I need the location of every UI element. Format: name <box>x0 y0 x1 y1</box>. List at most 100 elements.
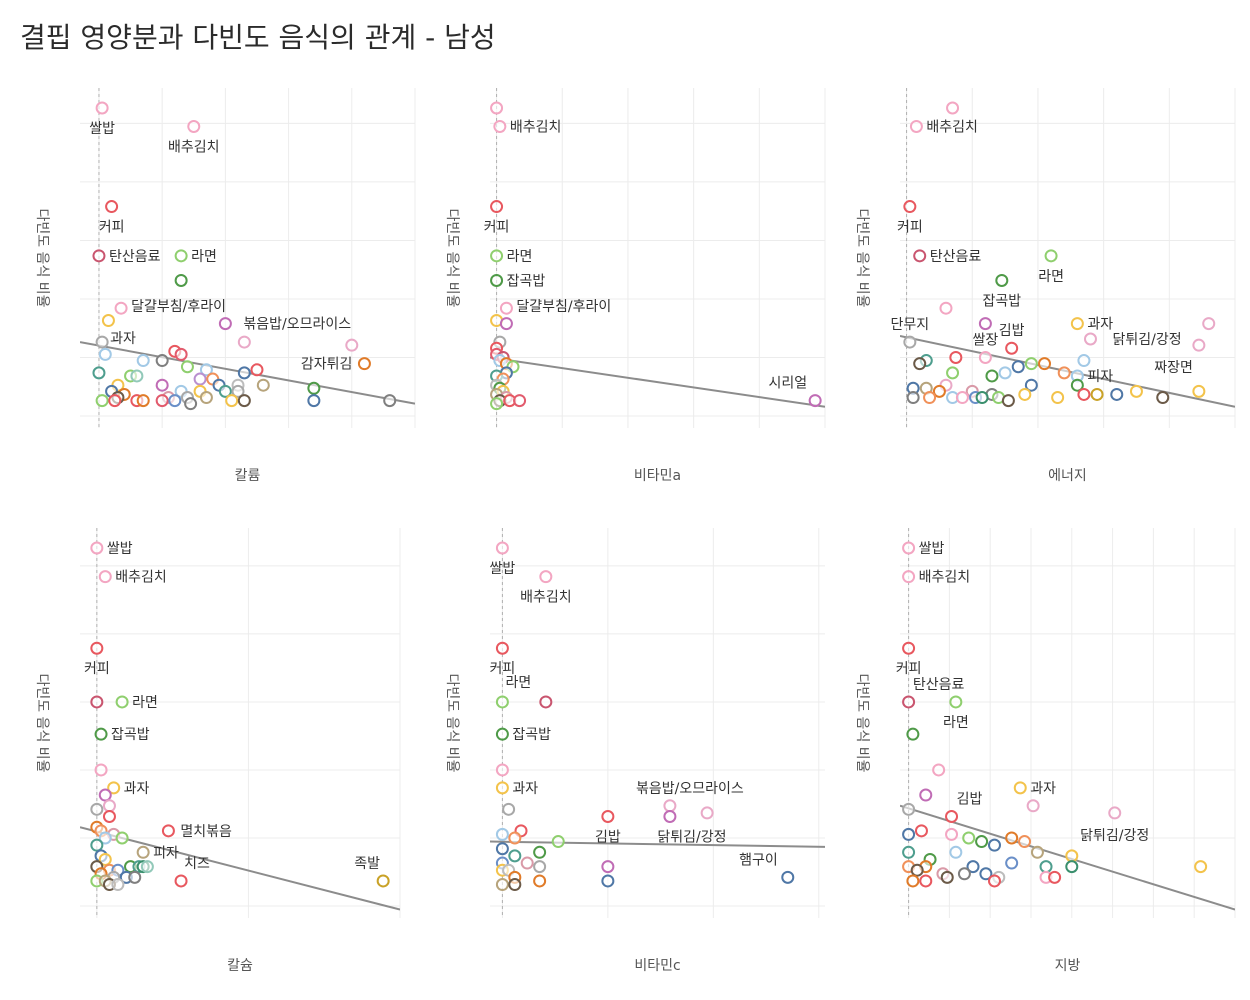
data-point[interactable] <box>250 363 264 377</box>
data-point[interactable] <box>237 335 251 349</box>
data-point[interactable] <box>94 727 108 741</box>
data-point[interactable] <box>180 360 194 374</box>
data-point[interactable] <box>383 394 397 408</box>
data-point[interactable] <box>502 802 516 816</box>
data-point[interactable] <box>601 874 615 888</box>
data-point[interactable] <box>1090 387 1104 401</box>
data-point[interactable] <box>237 366 251 380</box>
data-point[interactable] <box>493 119 507 133</box>
data-point[interactable] <box>357 357 371 371</box>
data-point[interactable] <box>902 802 916 816</box>
data-point[interactable] <box>902 570 916 584</box>
data-point[interactable] <box>98 831 112 845</box>
data-point[interactable] <box>115 831 129 845</box>
data-point[interactable] <box>90 641 104 655</box>
data-point[interactable] <box>495 695 509 709</box>
data-point[interactable] <box>539 570 553 584</box>
data-point[interactable] <box>1030 845 1044 859</box>
data-point[interactable] <box>114 301 128 315</box>
data-point[interactable] <box>975 835 989 849</box>
data-point[interactable] <box>978 317 992 331</box>
data-point[interactable] <box>495 763 509 777</box>
data-point[interactable] <box>985 369 999 383</box>
data-point[interactable] <box>914 824 928 838</box>
data-point[interactable] <box>174 273 188 287</box>
data-point[interactable] <box>256 378 270 392</box>
data-point[interactable] <box>174 347 188 361</box>
data-point[interactable] <box>495 878 509 892</box>
data-point[interactable] <box>1156 391 1170 405</box>
data-point[interactable] <box>495 781 509 795</box>
data-point[interactable] <box>781 870 795 884</box>
data-point[interactable] <box>218 317 232 331</box>
data-point[interactable] <box>949 845 963 859</box>
data-point[interactable] <box>987 838 1001 852</box>
data-point[interactable] <box>940 870 954 884</box>
data-point[interactable] <box>1018 835 1032 849</box>
data-point[interactable] <box>520 856 534 870</box>
data-point[interactable] <box>1005 341 1019 355</box>
data-point[interactable] <box>95 394 109 408</box>
data-point[interactable] <box>1001 394 1015 408</box>
data-point[interactable] <box>490 200 504 214</box>
data-point[interactable] <box>1077 354 1091 368</box>
data-point[interactable] <box>90 838 104 852</box>
data-point[interactable] <box>90 802 104 816</box>
data-point[interactable] <box>174 874 188 888</box>
data-point[interactable] <box>101 314 115 328</box>
data-point[interactable] <box>539 695 553 709</box>
data-point[interactable] <box>90 541 104 555</box>
data-point[interactable] <box>808 394 822 408</box>
data-point[interactable] <box>95 335 109 349</box>
data-point[interactable] <box>187 119 201 133</box>
data-point[interactable] <box>902 695 916 709</box>
data-point[interactable] <box>957 867 971 881</box>
data-point[interactable] <box>906 391 920 405</box>
data-point[interactable] <box>1202 317 1216 331</box>
data-point[interactable] <box>199 363 213 377</box>
data-point[interactable] <box>107 781 121 795</box>
data-point[interactable] <box>913 357 927 371</box>
data-point[interactable] <box>966 860 980 874</box>
data-point[interactable] <box>105 200 119 214</box>
data-point[interactable] <box>1005 856 1019 870</box>
data-point[interactable] <box>92 366 106 380</box>
data-point[interactable] <box>906 727 920 741</box>
data-point[interactable] <box>136 394 150 408</box>
data-point[interactable] <box>1065 860 1079 874</box>
data-point[interactable] <box>108 394 122 408</box>
data-point[interactable] <box>551 835 565 849</box>
data-point[interactable] <box>987 874 1001 888</box>
data-point[interactable] <box>919 874 933 888</box>
data-point[interactable] <box>601 810 615 823</box>
data-point[interactable] <box>1013 781 1027 795</box>
data-point[interactable] <box>307 394 321 408</box>
data-point[interactable] <box>995 273 1009 287</box>
data-point[interactable] <box>1024 378 1038 392</box>
data-point[interactable] <box>174 249 188 263</box>
data-point[interactable] <box>95 101 109 115</box>
data-point[interactable] <box>998 366 1012 380</box>
data-point[interactable] <box>102 799 116 813</box>
data-point[interactable] <box>231 384 245 398</box>
data-point[interactable] <box>128 870 142 884</box>
data-point[interactable] <box>1065 849 1079 863</box>
data-point[interactable] <box>979 867 993 881</box>
data-point[interactable] <box>945 827 959 841</box>
data-point[interactable] <box>225 394 239 408</box>
data-point[interactable] <box>1051 391 1065 405</box>
data-point[interactable] <box>949 350 963 364</box>
data-point[interactable] <box>136 845 150 859</box>
data-point[interactable] <box>490 397 504 411</box>
data-point[interactable] <box>903 335 917 349</box>
data-point[interactable] <box>193 372 207 386</box>
data-point[interactable] <box>155 378 169 392</box>
data-point[interactable] <box>155 394 169 408</box>
data-point[interactable] <box>1038 357 1052 371</box>
data-point[interactable] <box>1129 384 1143 398</box>
data-point[interactable] <box>218 384 232 398</box>
data-point[interactable] <box>946 101 960 115</box>
data-point[interactable] <box>184 397 198 411</box>
data-point[interactable] <box>1057 366 1071 380</box>
data-point[interactable] <box>1108 806 1122 820</box>
